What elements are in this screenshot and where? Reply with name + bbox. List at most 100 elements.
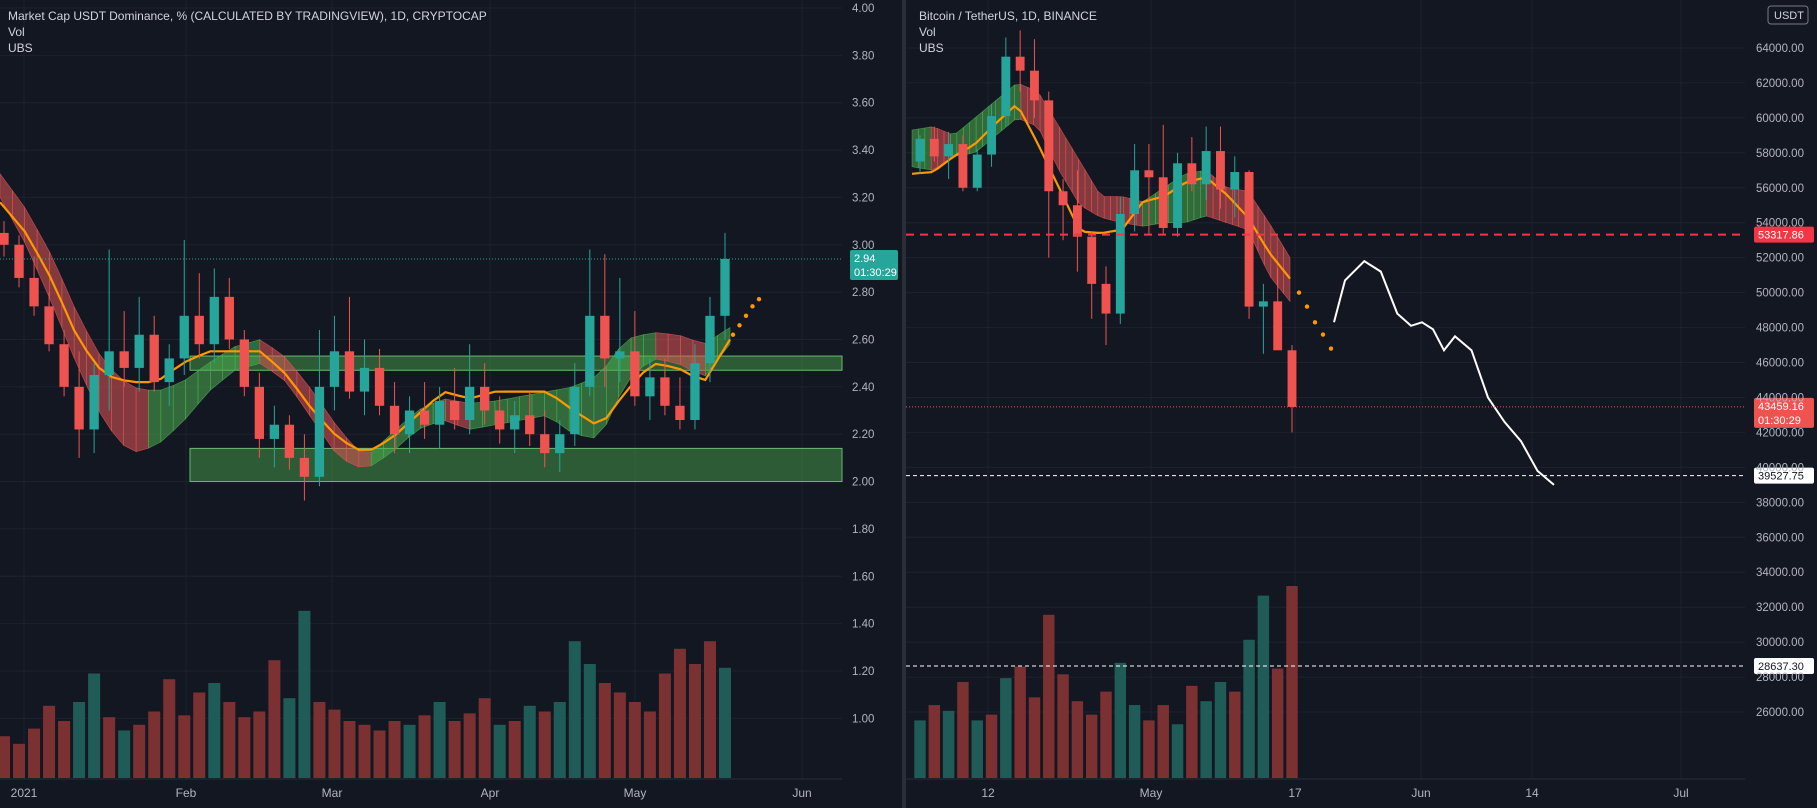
right-candle-body[interactable]: [929, 138, 939, 157]
left-candle-body[interactable]: [44, 306, 54, 345]
left-moving-average-line[interactable]: [0, 201, 731, 451]
right-candle-body[interactable]: [944, 144, 954, 157]
left-candle-body[interactable]: [585, 315, 595, 387]
right-candle-body[interactable]: [1173, 163, 1182, 228]
right-candle-body[interactable]: [1244, 172, 1254, 307]
right-volume-bar: [1071, 701, 1084, 778]
left-candle-body[interactable]: [449, 401, 460, 420]
right-candle-body[interactable]: [1216, 151, 1225, 190]
left-candle-body[interactable]: [495, 410, 505, 430]
left-candle-body[interactable]: [299, 457, 310, 477]
left-candle-body[interactable]: [59, 344, 69, 387]
right-candle-body[interactable]: [1158, 177, 1168, 228]
left-candle-body[interactable]: [555, 434, 565, 454]
left-candle-body[interactable]: [645, 377, 655, 397]
right-ubs-band-segment: [975, 110, 983, 153]
right-indicator-vol[interactable]: Vol: [919, 25, 936, 39]
left-candle-body[interactable]: [705, 315, 715, 364]
left-candle-body[interactable]: [254, 386, 265, 439]
left-volume-bar: [433, 702, 446, 778]
right-candle-body[interactable]: [1030, 70, 1039, 101]
left-candle-body[interactable]: [464, 386, 475, 420]
currency-badge[interactable]: [1767, 5, 1809, 25]
left-candle-body[interactable]: [164, 358, 174, 383]
left-candle-body[interactable]: [179, 315, 189, 359]
left-indicator-ubs[interactable]: UBS: [8, 41, 33, 55]
right-candle-body[interactable]: [1015, 56, 1025, 71]
left-candle-body[interactable]: [419, 410, 430, 425]
left-candle-body[interactable]: [194, 315, 204, 345]
right-indicator-ubs[interactable]: UBS: [919, 41, 944, 55]
right-y-axis-label: 48000.00: [1756, 323, 1804, 335]
left-candle-body[interactable]: [615, 351, 625, 359]
left-candle-body[interactable]: [630, 351, 640, 397]
left-candle-body[interactable]: [119, 351, 129, 368]
left-candle-body[interactable]: [600, 315, 610, 359]
left-indicator-vol[interactable]: Vol: [8, 25, 25, 39]
right-candle-body[interactable]: [958, 144, 968, 188]
left-candle-body[interactable]: [224, 296, 234, 340]
left-candle-body[interactable]: [675, 405, 685, 420]
right-candle-body[interactable]: [1058, 191, 1068, 206]
right-candle-body[interactable]: [1258, 301, 1268, 307]
right-projection-path[interactable]: [1333, 259, 1555, 486]
right-moving-average-line[interactable]: [911, 104, 1291, 280]
left-chart-title[interactable]: Market Cap USDT Dominance, % (CALCULATED…: [8, 9, 487, 23]
right-candle-body[interactable]: [987, 116, 996, 155]
left-candle-body[interactable]: [374, 367, 385, 406]
left-candle-body[interactable]: [720, 258, 730, 316]
left-candle-body[interactable]: [404, 410, 415, 435]
left-candle-body[interactable]: [434, 401, 445, 425]
right-volume: [914, 586, 1298, 778]
right-candle-body[interactable]: [1187, 163, 1197, 185]
left-candle-body[interactable]: [389, 405, 400, 435]
left-y-axis-label: 3.00: [852, 240, 874, 252]
left-candle-body[interactable]: [14, 244, 24, 278]
left-x-axis-label: Mar: [322, 786, 343, 800]
left-candle-body[interactable]: [525, 415, 535, 435]
left-candle-body[interactable]: [134, 334, 144, 368]
right-volume-bar: [1143, 720, 1155, 778]
right-candle-body[interactable]: [1130, 170, 1140, 214]
left-candle-body[interactable]: [570, 386, 580, 435]
right-candle-body[interactable]: [1287, 350, 1297, 407]
btcusdt-chart[interactable]: 53317.86 39527.75 28637.30 43459.16 01:30:29…: [906, 0, 1814, 800]
left-candle-body[interactable]: [239, 339, 249, 387]
right-candle-body[interactable]: [1230, 172, 1240, 190]
left-candle-body[interactable]: [510, 415, 520, 430]
right-candle-body[interactable]: [1115, 213, 1125, 314]
left-support-zone[interactable]: [189, 447, 843, 483]
left-candle-body[interactable]: [314, 386, 325, 477]
left-candle-body[interactable]: [269, 424, 280, 439]
right-chart-title[interactable]: Bitcoin / TetherUS, 1D, BINANCE: [919, 9, 1097, 23]
left-candle-body[interactable]: [0, 232, 9, 245]
left-volume-bar: [493, 724, 506, 778]
right-candle-body[interactable]: [1087, 236, 1097, 284]
left-candle-body[interactable]: [480, 386, 490, 411]
left-candle-body[interactable]: [149, 334, 159, 383]
left-candle-body[interactable]: [29, 277, 39, 307]
right-candle-body[interactable]: [1072, 205, 1082, 237]
right-candle-body[interactable]: [915, 138, 925, 162]
left-candle-body[interactable]: [344, 351, 355, 392]
left-candle-body[interactable]: [359, 367, 370, 392]
left-candle-body[interactable]: [540, 434, 550, 454]
right-candle-body[interactable]: [1201, 151, 1211, 185]
left-volume-bar: [358, 724, 371, 778]
right-candle-body[interactable]: [1044, 100, 1054, 192]
left-candle-body[interactable]: [284, 424, 295, 458]
right-candle-body[interactable]: [1144, 170, 1154, 178]
right-candle-body[interactable]: [1273, 301, 1283, 351]
left-candle-body[interactable]: [660, 377, 670, 406]
left-candle-body[interactable]: [74, 386, 84, 430]
left-candle-body[interactable]: [104, 351, 114, 375]
right-candle-body[interactable]: [1001, 56, 1011, 117]
left-candle-body[interactable]: [690, 363, 700, 420]
right-candle-body[interactable]: [972, 154, 982, 188]
right-candle-body[interactable]: [1101, 283, 1111, 314]
left-candle-body[interactable]: [89, 375, 99, 430]
left-candle-body[interactable]: [209, 296, 219, 345]
usdt-dominance-chart[interactable]: 2.94 01:30:29 4.00 3.80 3.60 3.40 3.20 3.00 2.80…: [0, 0, 898, 800]
left-candle-body[interactable]: [329, 351, 340, 387]
right-ubs-band-segment: [995, 94, 1002, 137]
